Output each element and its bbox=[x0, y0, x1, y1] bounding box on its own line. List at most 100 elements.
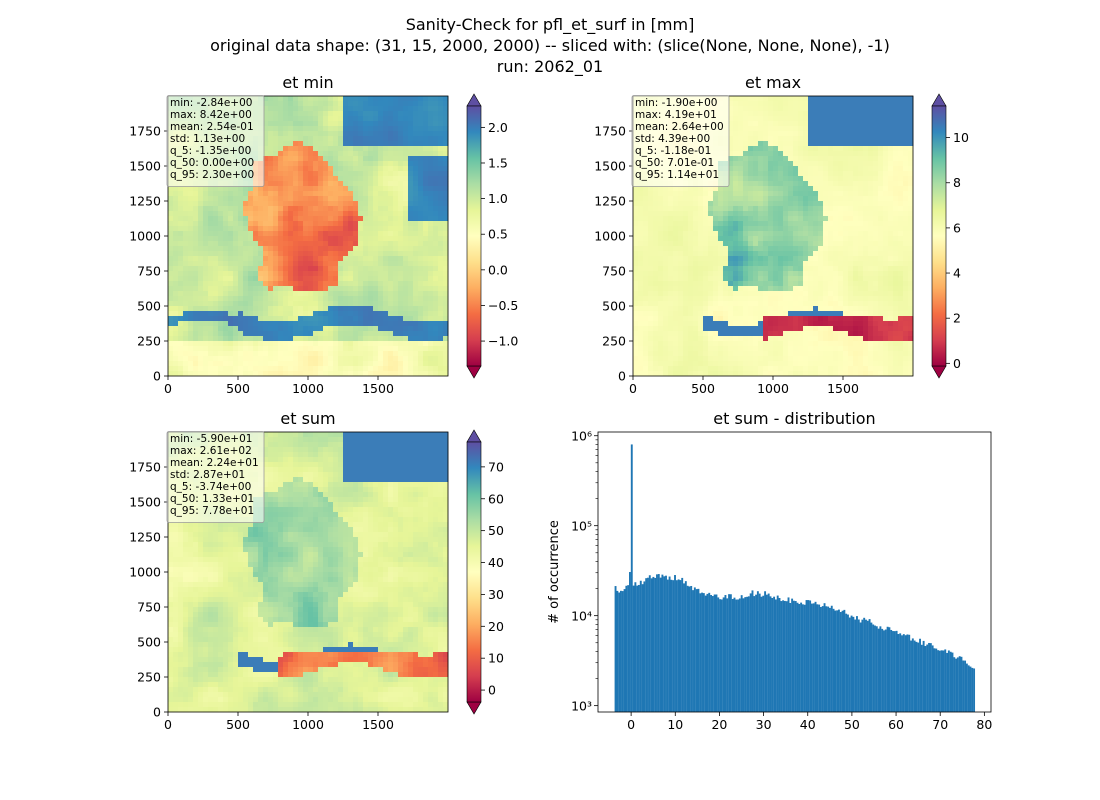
et-min-heatmap-cell bbox=[228, 301, 234, 307]
et-max-heatmap-cell bbox=[743, 251, 749, 257]
et-min-heatmap-cell bbox=[173, 306, 179, 312]
et-min-heatmap-cell bbox=[363, 366, 369, 372]
et-min-heatmap-cell bbox=[223, 366, 229, 372]
et-max-heatmap-cell bbox=[738, 136, 744, 142]
et-min-heatmap-cell bbox=[428, 246, 434, 252]
et-min-heatmap-cell bbox=[398, 121, 404, 127]
et-max-heatmap-cell bbox=[813, 136, 819, 142]
et-max-heatmap-cell bbox=[798, 101, 804, 107]
et-min-heatmap-cell bbox=[178, 356, 184, 362]
et-min-heatmap-cell bbox=[238, 326, 244, 332]
et-max-heatmap-cell bbox=[688, 246, 694, 252]
et-min-heatmap-cell bbox=[363, 241, 369, 247]
et-min-heatmap-cell bbox=[423, 161, 429, 167]
et-min-heatmap-cell bbox=[363, 101, 369, 107]
et-max-heatmap-cell bbox=[748, 166, 754, 172]
et-min-heatmap-cell bbox=[438, 341, 444, 347]
et-max-heatmap-cell bbox=[853, 186, 859, 192]
et-max-heatmap-cell bbox=[688, 236, 694, 242]
et-min-heatmap-cell bbox=[368, 191, 374, 197]
et-min-heatmap-cell bbox=[243, 366, 249, 372]
et-min-heatmap-cell bbox=[278, 206, 284, 212]
et-max-heatmap-cell bbox=[818, 156, 824, 162]
et-max-heatmap-cell bbox=[883, 251, 889, 257]
et-min-heatmap-cell bbox=[288, 326, 294, 332]
et-min-heatmap-cell bbox=[433, 156, 439, 162]
et-max-heatmap-cell bbox=[868, 191, 874, 197]
et-max-heatmap-cell bbox=[653, 231, 659, 237]
et-min-colorbar-tick-label: 1.0 bbox=[488, 191, 508, 206]
et-min-heatmap-cell bbox=[198, 291, 204, 297]
et-min-heatmap-cell bbox=[193, 186, 199, 192]
et-min-heatmap-cell bbox=[368, 301, 374, 307]
et-max-heatmap-cell bbox=[863, 136, 869, 142]
et-min-heatmap-cell bbox=[293, 316, 299, 322]
et-min-heatmap-cell bbox=[283, 296, 289, 302]
et-min-heatmap-cell bbox=[338, 306, 344, 312]
et-min-heatmap-cell bbox=[413, 301, 419, 307]
et-min-heatmap-cell bbox=[403, 266, 409, 272]
et-max-heatmap-cell bbox=[773, 161, 779, 167]
et-min-heatmap-cell bbox=[353, 286, 359, 292]
et-max-heatmap-cell bbox=[838, 211, 844, 217]
et-min-heatmap-cell bbox=[233, 331, 239, 337]
et-min-heatmap-cell bbox=[288, 246, 294, 252]
et-min-heatmap-cell bbox=[253, 316, 259, 322]
et-max-heatmap-cell bbox=[643, 201, 649, 207]
et-max-heatmap-cell bbox=[763, 246, 769, 252]
et-max-heatmap-cell bbox=[778, 131, 784, 137]
et-min-heatmap-cell bbox=[213, 316, 219, 322]
et-min-heatmap-cell bbox=[433, 196, 439, 202]
et-max-heatmap-cell bbox=[883, 221, 889, 227]
et-max-heatmap-cell bbox=[823, 231, 829, 237]
et-max-heatmap-cell bbox=[838, 96, 844, 102]
et-min-heatmap-cell bbox=[343, 171, 349, 177]
et-max-heatmap-cell bbox=[743, 216, 749, 222]
et-min-heatmap-cell bbox=[298, 296, 304, 302]
et-min-stats-line: mean: 2.54e-01 bbox=[170, 121, 254, 133]
et-min-heatmap-cell bbox=[408, 141, 414, 147]
et-min-heatmap-cell bbox=[328, 116, 334, 122]
et-min-heatmap-cell bbox=[203, 281, 209, 287]
et-min-heatmap-cell bbox=[233, 256, 239, 262]
et-max-heatmap-cell bbox=[868, 126, 874, 132]
et-min-heatmap-cell bbox=[253, 366, 259, 372]
et-max-heatmap-cell bbox=[778, 241, 784, 247]
et-min-heatmap-cell bbox=[373, 216, 379, 222]
et-min-heatmap-cell bbox=[393, 231, 399, 237]
et-min-heatmap-cell bbox=[273, 326, 279, 332]
et-min-heatmap-cell bbox=[403, 176, 409, 182]
et-max-heatmap-cell bbox=[738, 226, 744, 232]
et-max-heatmap-cell bbox=[788, 211, 794, 217]
et-min-heatmap-cell bbox=[303, 346, 309, 352]
et-min-heatmap-cell bbox=[248, 206, 254, 212]
et-min-heatmap-cell bbox=[253, 371, 259, 377]
et-min-heatmap-cell bbox=[198, 351, 204, 357]
et-min-heatmap-cell bbox=[398, 286, 404, 292]
et-min-heatmap-cell bbox=[268, 171, 274, 177]
et-min-heatmap-cell bbox=[198, 286, 204, 292]
et-max-heatmap-cell bbox=[848, 206, 854, 212]
et-min-heatmap-cell bbox=[203, 221, 209, 227]
et-min-heatmap-cell bbox=[378, 106, 384, 112]
et-min-heatmap-cell bbox=[243, 211, 249, 217]
et-min-heatmap-cell bbox=[428, 281, 434, 287]
et-min-heatmap-cell bbox=[413, 101, 419, 107]
et-min-heatmap-cell bbox=[378, 191, 384, 197]
et-min-heatmap-cell bbox=[293, 271, 299, 277]
et-min-heatmap-cell bbox=[408, 311, 414, 317]
et-min-heatmap-cell bbox=[183, 251, 189, 257]
et-max-heatmap-cell bbox=[883, 241, 889, 247]
et-min-heatmap-cell bbox=[243, 286, 249, 292]
et-min-heatmap-cell bbox=[303, 176, 309, 182]
et-max-heatmap-cell bbox=[788, 136, 794, 142]
et-max-heatmap-cell bbox=[828, 101, 834, 107]
et-max-heatmap-cell bbox=[898, 141, 904, 147]
et-min-heatmap-cell bbox=[323, 191, 329, 197]
et-max-heatmap-cell bbox=[763, 141, 769, 147]
et-max-heatmap-cell bbox=[798, 131, 804, 137]
et-max-heatmap-cell bbox=[633, 226, 639, 232]
et-min-heatmap-cell bbox=[348, 106, 354, 112]
et-min-heatmap-cell bbox=[318, 306, 324, 312]
et-min-heatmap-cell bbox=[258, 366, 264, 372]
